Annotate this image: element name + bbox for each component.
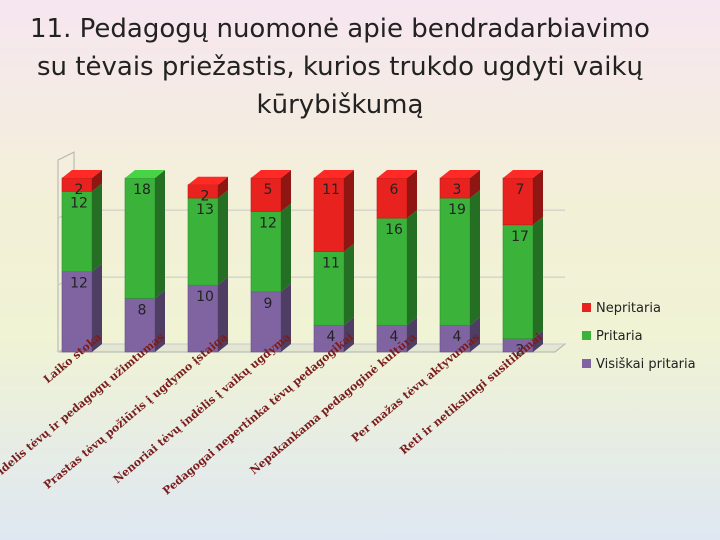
data-label: 11 (322, 256, 340, 272)
data-label: 12 (259, 215, 277, 231)
bar-segment: 12 (61, 183, 102, 272)
legend-item: Pritaria (582, 329, 643, 344)
bar-segment: 6 (376, 170, 417, 219)
bar-segment: 10 (187, 277, 228, 353)
bar-segment: 18 (124, 170, 165, 299)
data-label: 13 (196, 202, 214, 218)
bar-segment: 2 (187, 176, 228, 205)
data-label: 8 (138, 302, 147, 318)
title-line-3: kūrybiškumą (256, 90, 424, 120)
data-label: 4 (390, 329, 399, 345)
legend: Nepritaria Pritaria Visiškai pritaria (582, 301, 696, 372)
data-label: 12 (70, 276, 88, 292)
data-label: 2 (516, 343, 525, 359)
data-label: 19 (448, 202, 466, 218)
legend-swatch (582, 359, 591, 368)
title-line-1: 11. Pedagogų nuomonė apie bendradarbiavi… (30, 14, 650, 44)
bar-segment: 7 (502, 170, 543, 226)
legend-label: Visiškai pritaria (596, 357, 696, 372)
legend-swatch (582, 303, 591, 312)
data-label: 12 (70, 195, 88, 211)
bar-segment: 17 (502, 216, 543, 339)
legend-label: Pritaria (596, 329, 643, 344)
legend-swatch (582, 331, 591, 340)
data-label: 6 (390, 182, 399, 198)
data-label: 2 (75, 182, 84, 198)
data-label: 17 (511, 229, 529, 245)
data-label: 3 (453, 182, 462, 198)
bar-segment: 5 (250, 170, 291, 212)
bar-segment: 16 (376, 210, 417, 326)
title-line-2: su tėvais priežastis, kurios trukdo ugdy… (37, 52, 643, 82)
legend-label: Nepritaria (596, 301, 661, 316)
data-label: 10 (196, 289, 214, 305)
data-label: 11 (322, 182, 340, 198)
bar-segment: 3 (439, 170, 480, 199)
bar-segment: 11 (313, 170, 354, 252)
data-label: 2 (201, 189, 210, 205)
chart-title: 11. Pedagogų nuomonė apie bendradarbiavi… (20, 10, 660, 124)
bar-segment: 12 (250, 203, 291, 293)
data-label: 18 (133, 182, 151, 198)
bar-segment: 19 (439, 190, 480, 326)
data-label: 7 (516, 182, 525, 198)
data-label: 16 (385, 222, 403, 238)
bar-segment: 11 (313, 243, 354, 326)
data-label: 5 (264, 182, 273, 198)
data-label: 9 (264, 296, 273, 312)
bar-segment: 2 (61, 170, 102, 198)
data-label: 4 (327, 329, 336, 345)
data-label: 4 (453, 329, 462, 345)
legend-item: Visiškai pritaria (582, 357, 696, 372)
legend-item: Nepritaria (582, 301, 661, 316)
